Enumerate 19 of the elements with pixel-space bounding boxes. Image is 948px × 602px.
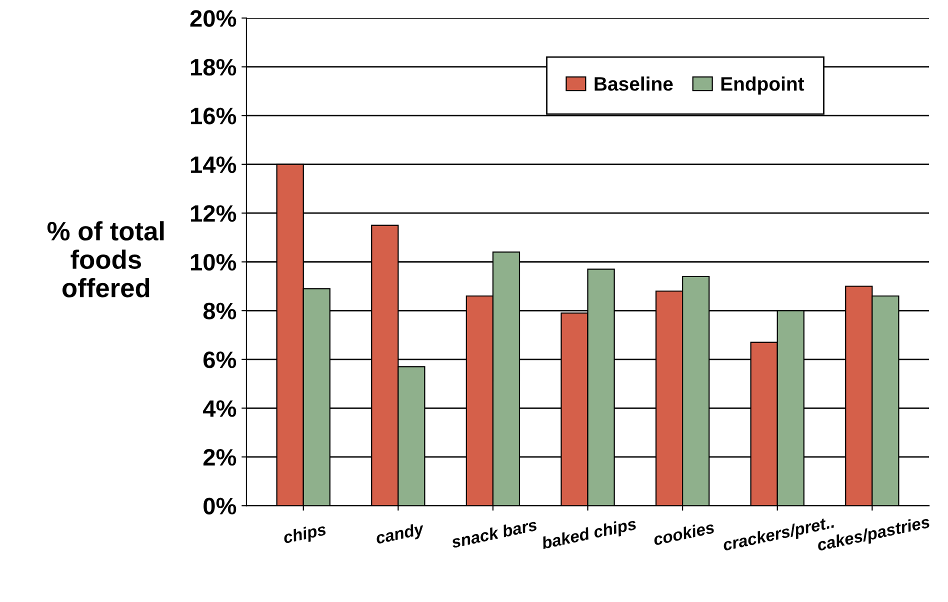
x-tick-label: candy (375, 522, 426, 548)
x-tick-label: cookies (652, 520, 715, 546)
y-tick-label: 18% (190, 58, 236, 76)
x-tick-label: snack bars (450, 518, 538, 548)
y-tick-label: 2% (203, 448, 236, 466)
x-tick-label: chips (282, 522, 328, 547)
y-tick-label: 12% (190, 205, 236, 222)
y-tick-label: 10% (190, 254, 236, 271)
y-tick-label: 4% (202, 400, 236, 417)
y-tick-label: 6% (203, 351, 236, 368)
y-tick-label: 14% (190, 156, 236, 174)
x-tick-label: baked chips (540, 517, 638, 552)
legend-label: Endpoint (721, 76, 804, 95)
legend-label: Baseline (594, 76, 673, 91)
y-tick-label: 0% (204, 498, 236, 514)
y-axis-title: % of total foods offered (47, 221, 164, 298)
y-tick-label: 16% (190, 108, 236, 124)
y-tick-label: 20% (190, 10, 236, 27)
y-tick-label: 8% (203, 302, 236, 320)
